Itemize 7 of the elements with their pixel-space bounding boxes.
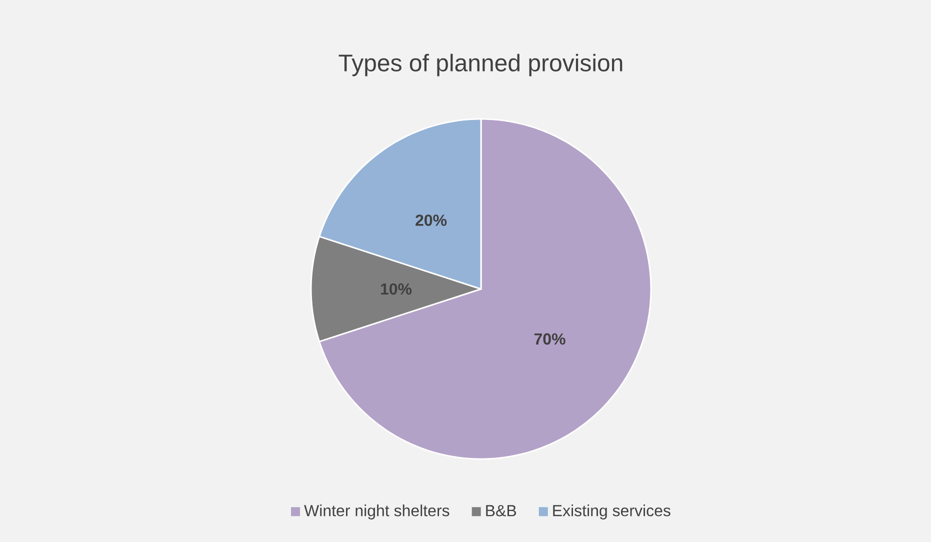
legend-label: Winter night shelters (304, 504, 450, 520)
data-label: 70% (534, 333, 566, 345)
legend-label: Existing services (553, 504, 670, 520)
chart-title: Types of planned provision (338, 54, 622, 76)
data-label: 10% (381, 283, 412, 295)
legend-label: B&B (486, 505, 516, 516)
data-label: 20% (416, 214, 447, 226)
